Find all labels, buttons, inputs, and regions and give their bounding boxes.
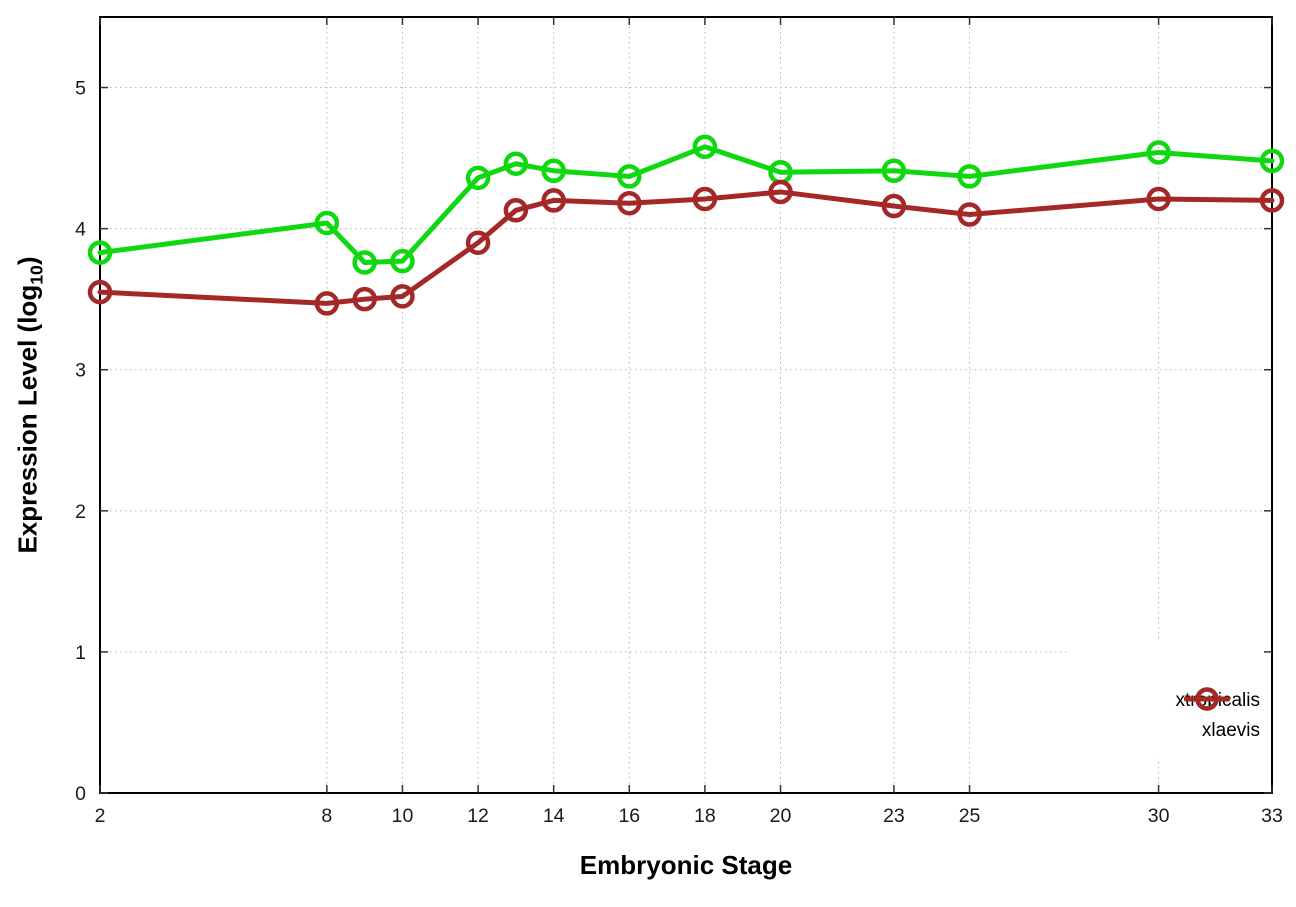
- series-xlaevis-point-stage-9: [352, 286, 377, 312]
- y-axis-label-text: Expression Level (log10): [12, 256, 47, 554]
- series-xlaevis-point-stage-23: [881, 193, 907, 219]
- plot-border: [99, 16, 1273, 794]
- series-xtropicalis-point-stage-14: [541, 158, 566, 184]
- y-tick-label-0: 0: [75, 783, 86, 805]
- series-xlaevis-point-stage-12: [465, 230, 491, 255]
- series-xtropicalis-point-stage-8: [314, 210, 340, 236]
- x-tick-label-16: 16: [618, 805, 640, 827]
- y-tick-label-2: 2: [75, 501, 86, 523]
- series-xtropicalis-point-stage-2: [87, 240, 113, 265]
- series-xtropicalis-point-stage-13: [503, 151, 529, 176]
- x-tick-label-8: 8: [321, 805, 332, 827]
- series-xlaevis-line: [97, 189, 1275, 306]
- xlaevis-line-marker-icon: [1183, 687, 1230, 711]
- series-xtropicalis-point-stage-23: [881, 158, 907, 184]
- x-tick-label-10: 10: [392, 805, 414, 827]
- series-xlaevis-point-stage-20: [768, 179, 793, 205]
- y-tick-label-5: 5: [75, 78, 86, 100]
- x-tick-label-18: 18: [694, 805, 716, 827]
- x-tick-label-25: 25: [959, 805, 981, 827]
- series-xtropicalis-point-stage-18: [692, 134, 718, 160]
- series-xtropicalis-point-stage-30: [1146, 140, 1171, 165]
- series-xtropicalis-line: [97, 144, 1275, 265]
- x-tick-label-12: 12: [467, 805, 489, 827]
- series-xlaevis-point-stage-8: [314, 291, 340, 316]
- series-xlaevis-point-stage-13: [503, 198, 529, 223]
- x-axis-label: Embryonic Stage: [579, 850, 793, 880]
- series-xlaevis-point-stage-33: [1259, 188, 1285, 213]
- series-xtropicalis-point-stage-12: [465, 165, 491, 191]
- series-xlaevis-point-stage-14: [541, 188, 566, 213]
- x-tick-label-23: 23: [883, 805, 905, 827]
- x-tick-label-14: 14: [543, 805, 565, 827]
- series-xtropicalis-point-stage-9: [352, 250, 377, 275]
- series-xlaevis-point-stage-16: [617, 190, 642, 216]
- series-xlaevis-point-stage-25: [957, 202, 982, 227]
- x-tick-label-20: 20: [770, 805, 792, 827]
- y-tick-label-1: 1: [75, 642, 86, 664]
- x-tick-label-30: 30: [1148, 805, 1170, 827]
- x-tick-label-33: 33: [1261, 805, 1283, 827]
- series-xtropicalis-point-stage-25: [957, 164, 982, 189]
- series-xtropicalis-point-stage-33: [1259, 148, 1285, 174]
- y-tick-label-4: 4: [75, 219, 86, 241]
- x-tick-label-2: 2: [95, 805, 106, 827]
- series-xlaevis-point-stage-2: [87, 279, 113, 305]
- series-xlaevis-point-stage-30: [1146, 186, 1171, 212]
- legend: xtropicalis xlaevis: [1176, 686, 1260, 746]
- legend-label-xlaevis: xlaevis: [1201, 720, 1260, 741]
- series-xtropicalis-point-stage-10: [390, 248, 415, 274]
- series-xtropicalis-point-stage-16: [617, 164, 642, 189]
- legend-background: [1068, 640, 1262, 758]
- legend-item-xlaevis: xlaevis: [1176, 687, 1260, 746]
- series-xlaevis-point-stage-10: [390, 284, 415, 309]
- y-tick-label-3: 3: [75, 360, 86, 382]
- series-xlaevis-point-stage-18: [692, 186, 718, 212]
